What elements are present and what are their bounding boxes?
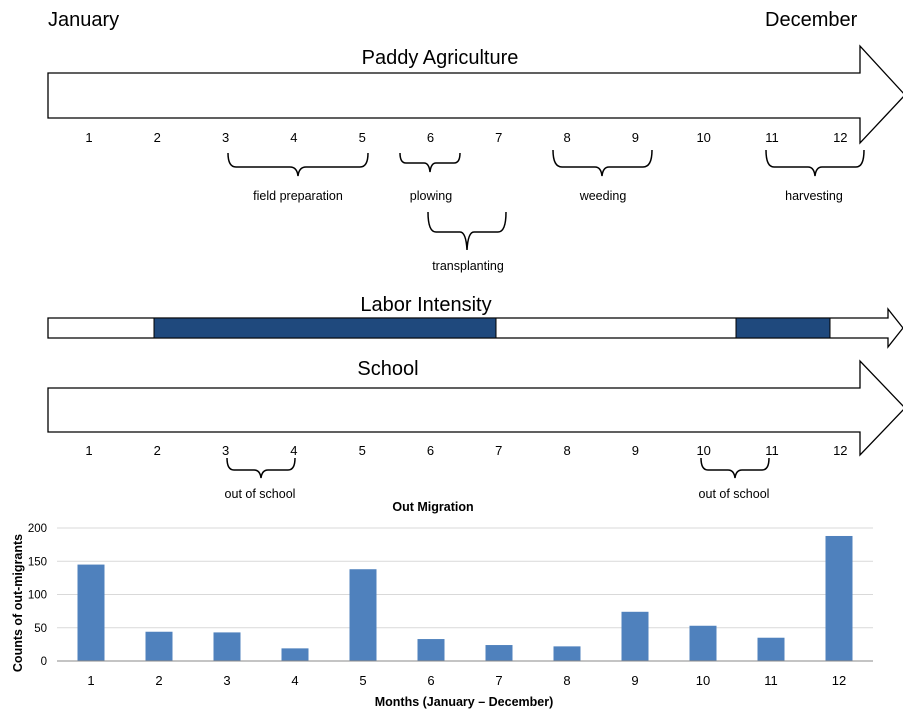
paddy-agriculture-arrow bbox=[47, 44, 903, 145]
bar-month-10 bbox=[689, 625, 717, 661]
paddy-month-2: 2 bbox=[154, 130, 161, 145]
paddy-month-4: 4 bbox=[290, 130, 297, 145]
school-month-1: 1 bbox=[85, 443, 92, 458]
transplanting-label: transplanting bbox=[432, 259, 504, 273]
paddy-month-7: 7 bbox=[495, 130, 502, 145]
transplanting-brace bbox=[427, 211, 507, 251]
x-tick-7: 7 bbox=[495, 673, 502, 688]
school-month-5: 5 bbox=[359, 443, 366, 458]
x-tick-11: 11 bbox=[764, 673, 778, 688]
school-month-7: 7 bbox=[495, 443, 502, 458]
bar-month-5 bbox=[349, 569, 377, 661]
x-tick-10: 10 bbox=[696, 673, 710, 688]
y-tick-50: 50 bbox=[34, 623, 47, 635]
start-month-label: January bbox=[48, 9, 119, 31]
chart-x-axis-title: Months (January – December) bbox=[375, 695, 554, 709]
field-preparation-brace bbox=[227, 152, 369, 177]
school-arrow bbox=[47, 359, 903, 457]
out-of-school-label-2: out of school bbox=[699, 487, 770, 501]
paddy-month-10: 10 bbox=[696, 130, 710, 145]
school-month-12: 12 bbox=[833, 443, 847, 458]
labor-intensity-block-peak2 bbox=[735, 317, 831, 339]
paddy-month-3: 3 bbox=[222, 130, 229, 145]
paddy-month-5: 5 bbox=[359, 130, 366, 145]
chart-bars bbox=[77, 535, 853, 661]
end-month-label: December bbox=[765, 9, 858, 31]
school-month-4: 4 bbox=[290, 443, 297, 458]
weeding-brace bbox=[552, 149, 653, 177]
harvesting-brace bbox=[765, 149, 865, 177]
harvesting-label: harvesting bbox=[785, 189, 843, 203]
y-tick-100: 100 bbox=[28, 590, 47, 602]
bar-month-9 bbox=[621, 611, 649, 661]
paddy-month-9: 9 bbox=[632, 130, 639, 145]
y-tick-0: 0 bbox=[41, 656, 47, 668]
bar-month-7 bbox=[485, 645, 513, 661]
field-preparation-label: field preparation bbox=[253, 189, 343, 203]
school-month-9: 9 bbox=[632, 443, 639, 458]
x-tick-8: 8 bbox=[563, 673, 570, 688]
school-month-10: 10 bbox=[696, 443, 710, 458]
school-month-11: 11 bbox=[765, 443, 779, 458]
chart-y-axis-title: Counts of out-migrants bbox=[11, 534, 25, 672]
x-tick-9: 9 bbox=[631, 673, 638, 688]
plowing-brace bbox=[399, 152, 461, 173]
x-tick-3: 3 bbox=[223, 673, 230, 688]
plowing-label: plowing bbox=[410, 189, 452, 203]
paddy-month-ticks: 1 2 3 4 5 6 7 8 9 10 11 12 bbox=[85, 130, 847, 145]
y-tick-200: 200 bbox=[28, 523, 47, 535]
x-tick-1: 1 bbox=[87, 673, 94, 688]
paddy-month-1: 1 bbox=[85, 130, 92, 145]
y-tick-150: 150 bbox=[28, 556, 47, 568]
paddy-month-12: 12 bbox=[833, 130, 847, 145]
x-tick-2: 2 bbox=[155, 673, 162, 688]
paddy-month-8: 8 bbox=[563, 130, 570, 145]
labor-intensity-title: Labor Intensity bbox=[360, 294, 491, 316]
out-of-school-label-1: out of school bbox=[225, 487, 296, 501]
bar-month-11 bbox=[757, 637, 785, 661]
bar-month-1 bbox=[77, 564, 105, 661]
x-tick-5: 5 bbox=[359, 673, 366, 688]
weeding-label: weeding bbox=[579, 189, 627, 203]
bar-month-12 bbox=[825, 535, 853, 661]
school-month-2: 2 bbox=[154, 443, 161, 458]
bar-month-2 bbox=[145, 631, 173, 661]
chart-title: Out Migration bbox=[392, 500, 473, 514]
out-of-school-brace-2 bbox=[700, 457, 770, 479]
bar-month-4 bbox=[281, 648, 309, 661]
labor-intensity-block-peak1 bbox=[153, 317, 497, 339]
bar-month-8 bbox=[553, 646, 581, 661]
school-month-8: 8 bbox=[563, 443, 570, 458]
school-month-6: 6 bbox=[427, 443, 434, 458]
x-tick-6: 6 bbox=[427, 673, 434, 688]
paddy-month-11: 11 bbox=[765, 130, 779, 145]
bar-month-3 bbox=[213, 632, 241, 661]
school-month-3: 3 bbox=[222, 443, 229, 458]
paddy-month-6: 6 bbox=[427, 130, 434, 145]
chart-x-tick-labels: 1 2 3 4 5 6 7 8 9 10 11 12 bbox=[87, 673, 846, 688]
bar-month-6 bbox=[417, 639, 445, 661]
chart-gridlines bbox=[57, 527, 873, 629]
paddy-agriculture-title: Paddy Agriculture bbox=[362, 47, 519, 69]
x-tick-4: 4 bbox=[291, 673, 298, 688]
x-tick-12: 12 bbox=[832, 673, 846, 688]
chart-y-tick-labels: 0 50 100 150 200 bbox=[28, 523, 47, 668]
school-title: School bbox=[357, 358, 418, 380]
out-of-school-brace-1 bbox=[226, 457, 296, 479]
school-month-ticks: 1 2 3 4 5 6 7 8 9 10 11 12 bbox=[85, 443, 847, 458]
